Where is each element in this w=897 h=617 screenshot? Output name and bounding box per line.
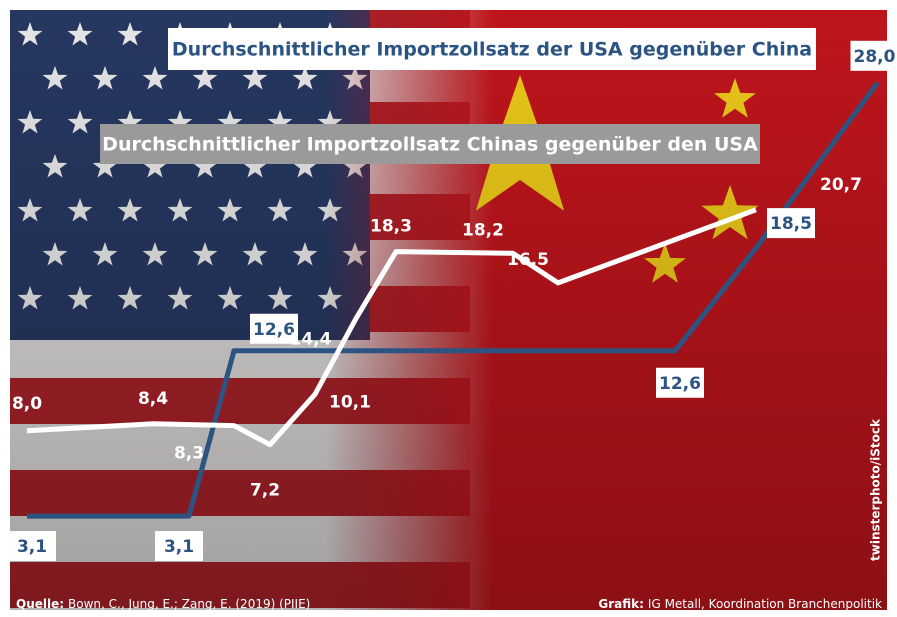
data-label: 8,0 [12, 394, 42, 414]
data-label: 8,3 [174, 444, 204, 464]
shade [10, 10, 887, 610]
legend-label: Durchschnittlicher Importzollsatz der US… [172, 39, 812, 61]
source-text: Bown, C., Jung, E.; Zang, E. (2019) (PII… [68, 597, 310, 611]
data-label: 8,4 [138, 389, 168, 409]
credit-text: IG Metall, Koordination Branchenpolitik [648, 597, 882, 611]
source: Quelle: Bown, C., Jung, E.; Zang, E. (201… [16, 597, 310, 611]
credit: Grafik: IG Metall, Koordination Branchenp… [598, 597, 882, 611]
background [10, 10, 887, 610]
photo-credit: twinsterphoto/iStock [869, 418, 883, 561]
data-label: 28,0 [854, 47, 896, 67]
credit-label: Grafik: [598, 597, 644, 611]
data-label: 3,1 [164, 537, 194, 557]
source-label: Quelle: [16, 597, 64, 611]
data-label: 18,3 [370, 217, 412, 237]
chart: Durchschnittlicher Importzollsatz der US… [0, 0, 897, 617]
data-label: 18,5 [770, 214, 812, 234]
data-label: 10,1 [329, 392, 371, 412]
data-label: 12,6 [659, 374, 701, 394]
data-label: 7,2 [250, 481, 280, 501]
data-label: 18,2 [462, 220, 504, 240]
data-label: 3,1 [17, 537, 47, 557]
data-label: 16,5 [507, 250, 549, 270]
data-label: 20,7 [820, 175, 862, 195]
legend-label: Durchschnittlicher Importzollsatz Chinas… [102, 134, 758, 156]
data-label: 14,4 [290, 329, 332, 349]
